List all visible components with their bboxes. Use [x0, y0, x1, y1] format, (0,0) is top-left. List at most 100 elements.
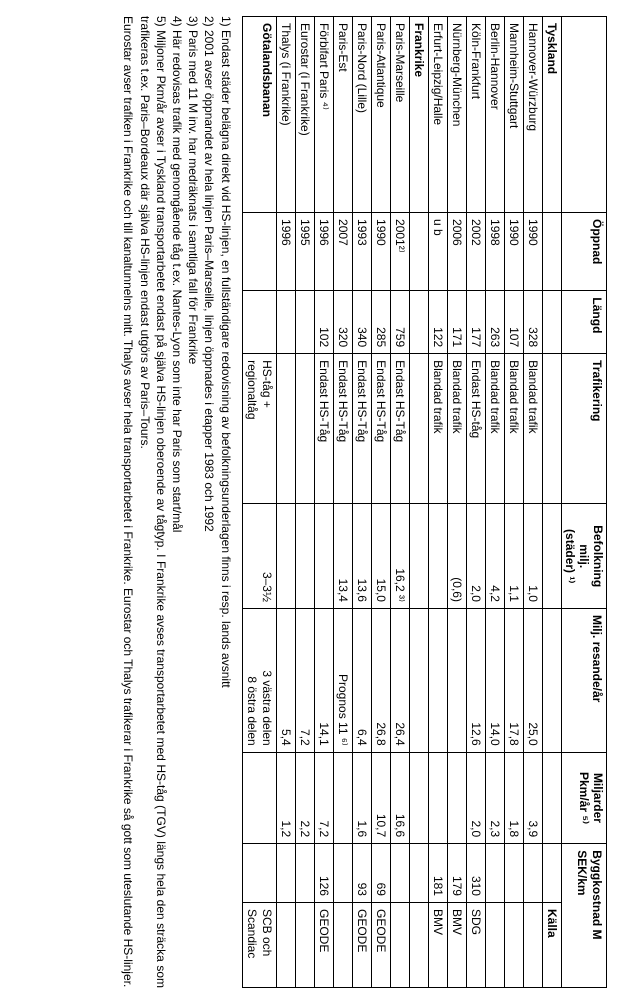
table-row: Berlin-Hannover1998263Blandad trafik4,21… [485, 17, 504, 988]
cell-cost [276, 844, 295, 903]
cell-opened: 2001²⁾ [390, 213, 409, 291]
cell-source: SDG [466, 902, 485, 987]
cell-population [314, 504, 333, 609]
footnote-5b: Eurostar avser trafiken i Frankrike och … [120, 16, 136, 988]
document-page: Öppnad Längd Trafikering Befolkning milj… [110, 0, 619, 1004]
section-france: Frankrike [409, 17, 428, 988]
pkm-hdr-l2: Pkm/år ⁵⁾ [576, 759, 590, 837]
cell-traffic: Blandad trafik [485, 354, 504, 504]
cell-length: 320 [333, 291, 352, 354]
cell-cost [295, 844, 314, 903]
cell-pkm: 16,6 [390, 752, 409, 843]
cell-opened: 1996 [314, 213, 333, 291]
row-gotalandsbanan: Götalandsbanan HS-tåg + regionaltåg 3–3½… [242, 17, 276, 988]
cell-cost [504, 844, 523, 903]
cell-population: 1,0 [523, 504, 542, 609]
cell-name: Eurostar (i Frankrike) [295, 17, 314, 213]
cell-source [504, 902, 523, 987]
cell-source: GEODE [352, 902, 371, 987]
cell-opened: 1990 [523, 213, 542, 291]
table-header-row: Öppnad Längd Trafikering Befolkning milj… [561, 17, 606, 988]
cell-pax [447, 608, 466, 752]
footnote-5: 5) Miljoner Pkm/år avser i Tyskland tran… [136, 16, 168, 988]
section-france-label: Frankrike [409, 17, 428, 213]
cell-traffic: Endast HS-Tåg [314, 354, 333, 504]
cell-opened: 2002 [466, 213, 485, 291]
cell-cost: 93 [352, 844, 371, 903]
col-opened-header: Öppnad [561, 213, 606, 291]
cell-traffic: Endast HS-Tåg [333, 354, 352, 504]
cell-population: 4,2 [485, 504, 504, 609]
cell-pkm: 10,7 [371, 752, 390, 843]
cell-population: 1,1 [504, 504, 523, 609]
table-row: Erfurt-Leipzig/Halleu b122Blandad trafik… [428, 17, 447, 988]
table-row: Paris-Atlantique1990285Endast HS-Tåg15,0… [371, 17, 390, 988]
cell-population: 13,6 [352, 504, 371, 609]
cell-name: Köln-Frankfurt [466, 17, 485, 213]
cell-source [523, 902, 542, 987]
cell-length: 328 [523, 291, 542, 354]
pop-hdr-l3: (städer) ¹⁾ [563, 510, 577, 602]
cell-source [333, 902, 352, 987]
got-pop: 3–3½ [242, 504, 276, 609]
cell-cost [390, 844, 409, 903]
table-row: Förbifart Paris ⁴⁾1996102Endast HS-Tåg14… [314, 17, 333, 988]
footnote-2: 2) 2001 avser öppnandet av hela linjen P… [201, 16, 217, 988]
cell-pkm [333, 752, 352, 843]
cell-pax: 12,6 [466, 608, 485, 752]
cell-length: 122 [428, 291, 447, 354]
col-length-header: Längd [561, 291, 606, 354]
cell-name: Paris-Atlantique [371, 17, 390, 213]
cell-pkm: 2,3 [485, 752, 504, 843]
cost-hdr-l2: SEK/km [574, 850, 589, 981]
section-germany-label: Tyskland [542, 17, 561, 213]
cell-source: BMV [447, 902, 466, 987]
pop-hdr-l1: Befolkning [590, 510, 604, 602]
cell-opened: 1998 [485, 213, 504, 291]
source-header-cell: Källa [542, 902, 561, 987]
col-traffic-header: Trafikering [561, 354, 606, 504]
cell-population: (0,6) [447, 504, 466, 609]
col-pax-header: Milj. resande/år [561, 608, 606, 752]
cell-traffic: Blandad trafik [504, 354, 523, 504]
cell-pkm [428, 752, 447, 843]
cell-pax: 6,4 [352, 608, 371, 752]
cell-opened: 1993 [352, 213, 371, 291]
pkm-hdr-l1: Miljarder [590, 759, 604, 837]
cell-population [428, 504, 447, 609]
cell-cost: 310 [466, 844, 485, 903]
cell-traffic: Blandad trafik [428, 354, 447, 504]
cell-pkm: 3,9 [523, 752, 542, 843]
table-row: Eurostar (i Frankrike)19957,22,2 [295, 17, 314, 988]
cell-pax: 17,8 [504, 608, 523, 752]
cell-source: GEODE [314, 902, 333, 987]
table-row: Mannheim-Stuttgart1990107Blandad trafik1… [504, 17, 523, 988]
cell-name: Paris-Nord (Lille) [352, 17, 371, 213]
pop-hdr-l2: milj. [576, 510, 590, 602]
got-source: SCB och Scandiac [242, 902, 276, 987]
cell-traffic: Blandad trafik [523, 354, 542, 504]
cell-pax: 14,1 [314, 608, 333, 752]
cell-pkm: 2,2 [295, 752, 314, 843]
cell-traffic [295, 354, 314, 504]
hsr-comparison-table: Öppnad Längd Trafikering Befolkning milj… [242, 16, 607, 988]
cell-population: 13,4 [333, 504, 352, 609]
cell-opened: 1995 [295, 213, 314, 291]
footnote-1: 1) Endast städer belägna direkt vid HS-l… [217, 16, 233, 988]
cell-population: 15,0 [371, 504, 390, 609]
table-row: Paris-Marseille2001²⁾759Endast HS-Tåg16,… [390, 17, 409, 988]
table-row: Köln-Frankfurt2002177Endast HS-tåg2,012,… [466, 17, 485, 988]
table-row: Paris-Est2007320Endast HS-Tåg13,4Prognos… [333, 17, 352, 988]
table-row: Nürnberg-München2006171Blandad trafik(0,… [447, 17, 466, 988]
cell-name: Thalys (i Frankrike) [276, 17, 295, 213]
got-src-l2: Scandiac [245, 909, 259, 958]
cell-population [295, 504, 314, 609]
cell-traffic: Endast HS-tåg [466, 354, 485, 504]
got-traffic: HS-tåg + regionaltåg [242, 354, 276, 504]
cell-pax [428, 608, 447, 752]
cell-name: Hannover-Würzburg [523, 17, 542, 213]
cell-pkm: 7,2 [314, 752, 333, 843]
cell-name: Paris-Est [333, 17, 352, 213]
cell-name: Mannheim-Stuttgart [504, 17, 523, 213]
cell-pax: Prognos 11 ⁶⁾ [333, 608, 352, 752]
